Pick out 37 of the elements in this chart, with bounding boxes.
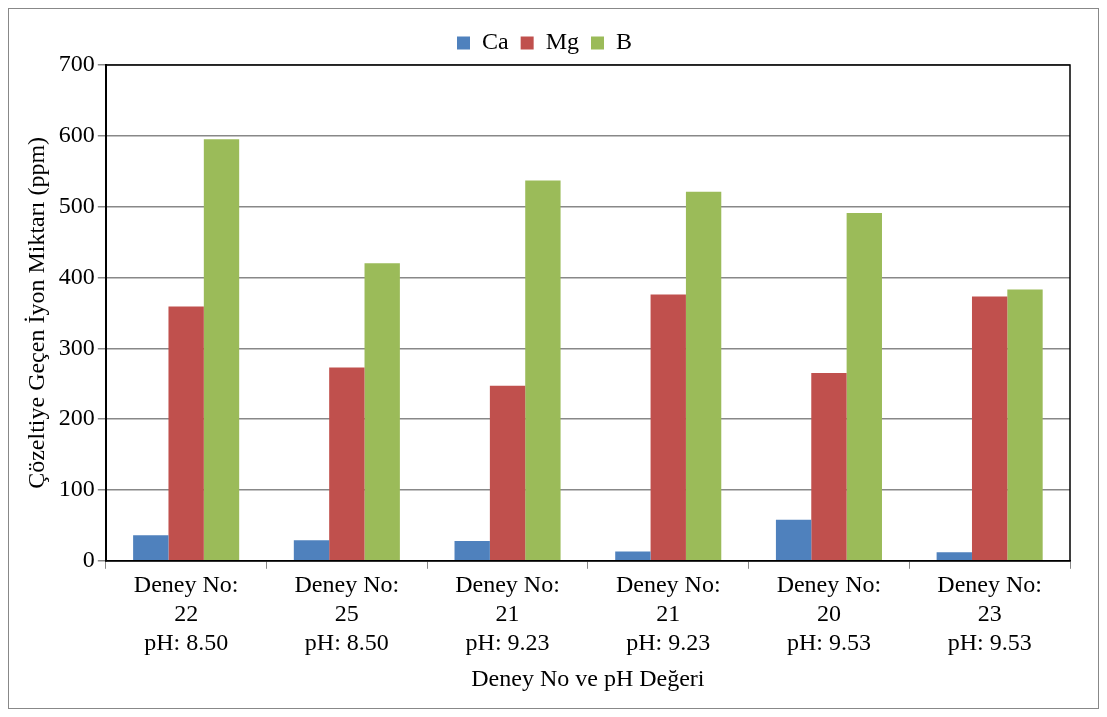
bar (364, 263, 400, 561)
x-axis-title: Deney No ve pH Değeri (471, 664, 705, 691)
bar (1007, 289, 1043, 561)
y-tick-label: 200 (58, 404, 95, 431)
x-tick-label: Deney No: 23 pH: 9.53 (937, 571, 1042, 656)
legend-label: Ca (482, 28, 509, 55)
bar (811, 373, 847, 561)
bar (489, 385, 526, 561)
y-tick-label: 100 (58, 475, 95, 502)
x-tick-label: Deney No: 21 pH: 9.23 (455, 571, 560, 656)
bar (615, 551, 651, 561)
x-tick-label: Deney No: 25 pH: 8.50 (294, 571, 400, 656)
bar (685, 191, 722, 561)
y-tick-label: 400 (58, 262, 95, 289)
bar (133, 535, 169, 561)
y-axis-title: Çözeltiye Geçen İyon Miktarı (ppm) (22, 136, 49, 489)
x-tick-label: Deney No: 22 pH: 8.50 (133, 571, 239, 656)
y-tick-label: 500 (58, 191, 95, 218)
bar (775, 519, 812, 561)
bar (936, 552, 972, 561)
bar (168, 306, 204, 561)
legend-label: Mg (545, 28, 579, 55)
bar (650, 294, 686, 561)
y-tick-label: 300 (58, 333, 95, 360)
y-tick-label: 700 (58, 50, 95, 77)
x-tick-label: Deney No: 20 pH: 9.53 (776, 571, 882, 656)
bar (454, 540, 490, 561)
bar (971, 296, 1008, 561)
bar (525, 180, 561, 561)
bar (203, 139, 240, 561)
bar (846, 213, 882, 561)
y-tick-label: 600 (58, 121, 95, 148)
legend-label: B (616, 28, 633, 55)
y-tick-label: 0 (82, 546, 95, 573)
bar (329, 367, 365, 561)
bar (293, 540, 330, 561)
x-tick-label: Deney No: 21 pH: 9.23 (615, 571, 721, 656)
